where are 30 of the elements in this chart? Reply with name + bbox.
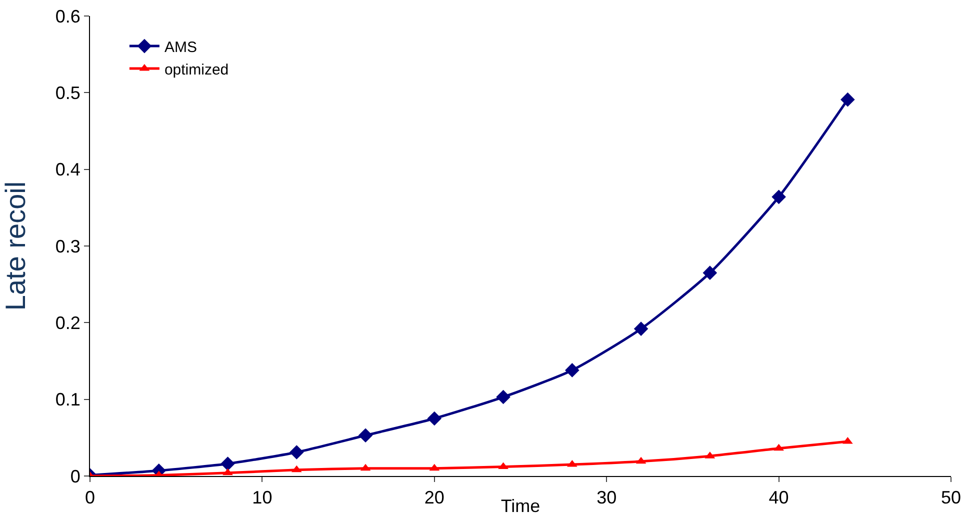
point — [634, 322, 648, 336]
y-tick-label: 0.5 — [55, 82, 80, 103]
y-tick-label: 0 — [70, 466, 80, 486]
y-tick-label: 0.3 — [55, 236, 80, 256]
y-tick-label: 0.4 — [55, 160, 80, 180]
legend-label: optimized — [164, 61, 229, 78]
point — [358, 428, 373, 443]
x-tick-label: 40 — [768, 488, 789, 508]
x-tick-label: 20 — [424, 488, 444, 508]
point — [840, 92, 855, 107]
point — [496, 390, 510, 404]
x-tick-label: 0 — [84, 488, 96, 508]
point — [565, 363, 580, 378]
point — [702, 266, 718, 280]
y-tick-label: 0.2 — [55, 312, 80, 333]
point — [772, 190, 786, 204]
x-tick-label: 50 — [940, 488, 962, 508]
y-tick-label: 0.1 — [55, 390, 80, 410]
x-axis-title: Time — [500, 496, 540, 516]
legend-label: AMS — [164, 38, 197, 56]
point — [774, 444, 784, 451]
x-tick-label: 30 — [596, 488, 617, 508]
point — [222, 468, 233, 476]
point — [289, 445, 304, 460]
y-tick-label: 0.6 — [55, 6, 80, 26]
point — [427, 411, 442, 426]
x-tick-label: 10 — [252, 488, 272, 508]
y-axis-title: Late recoil — [0, 181, 31, 311]
point — [220, 456, 235, 471]
point — [498, 462, 508, 470]
